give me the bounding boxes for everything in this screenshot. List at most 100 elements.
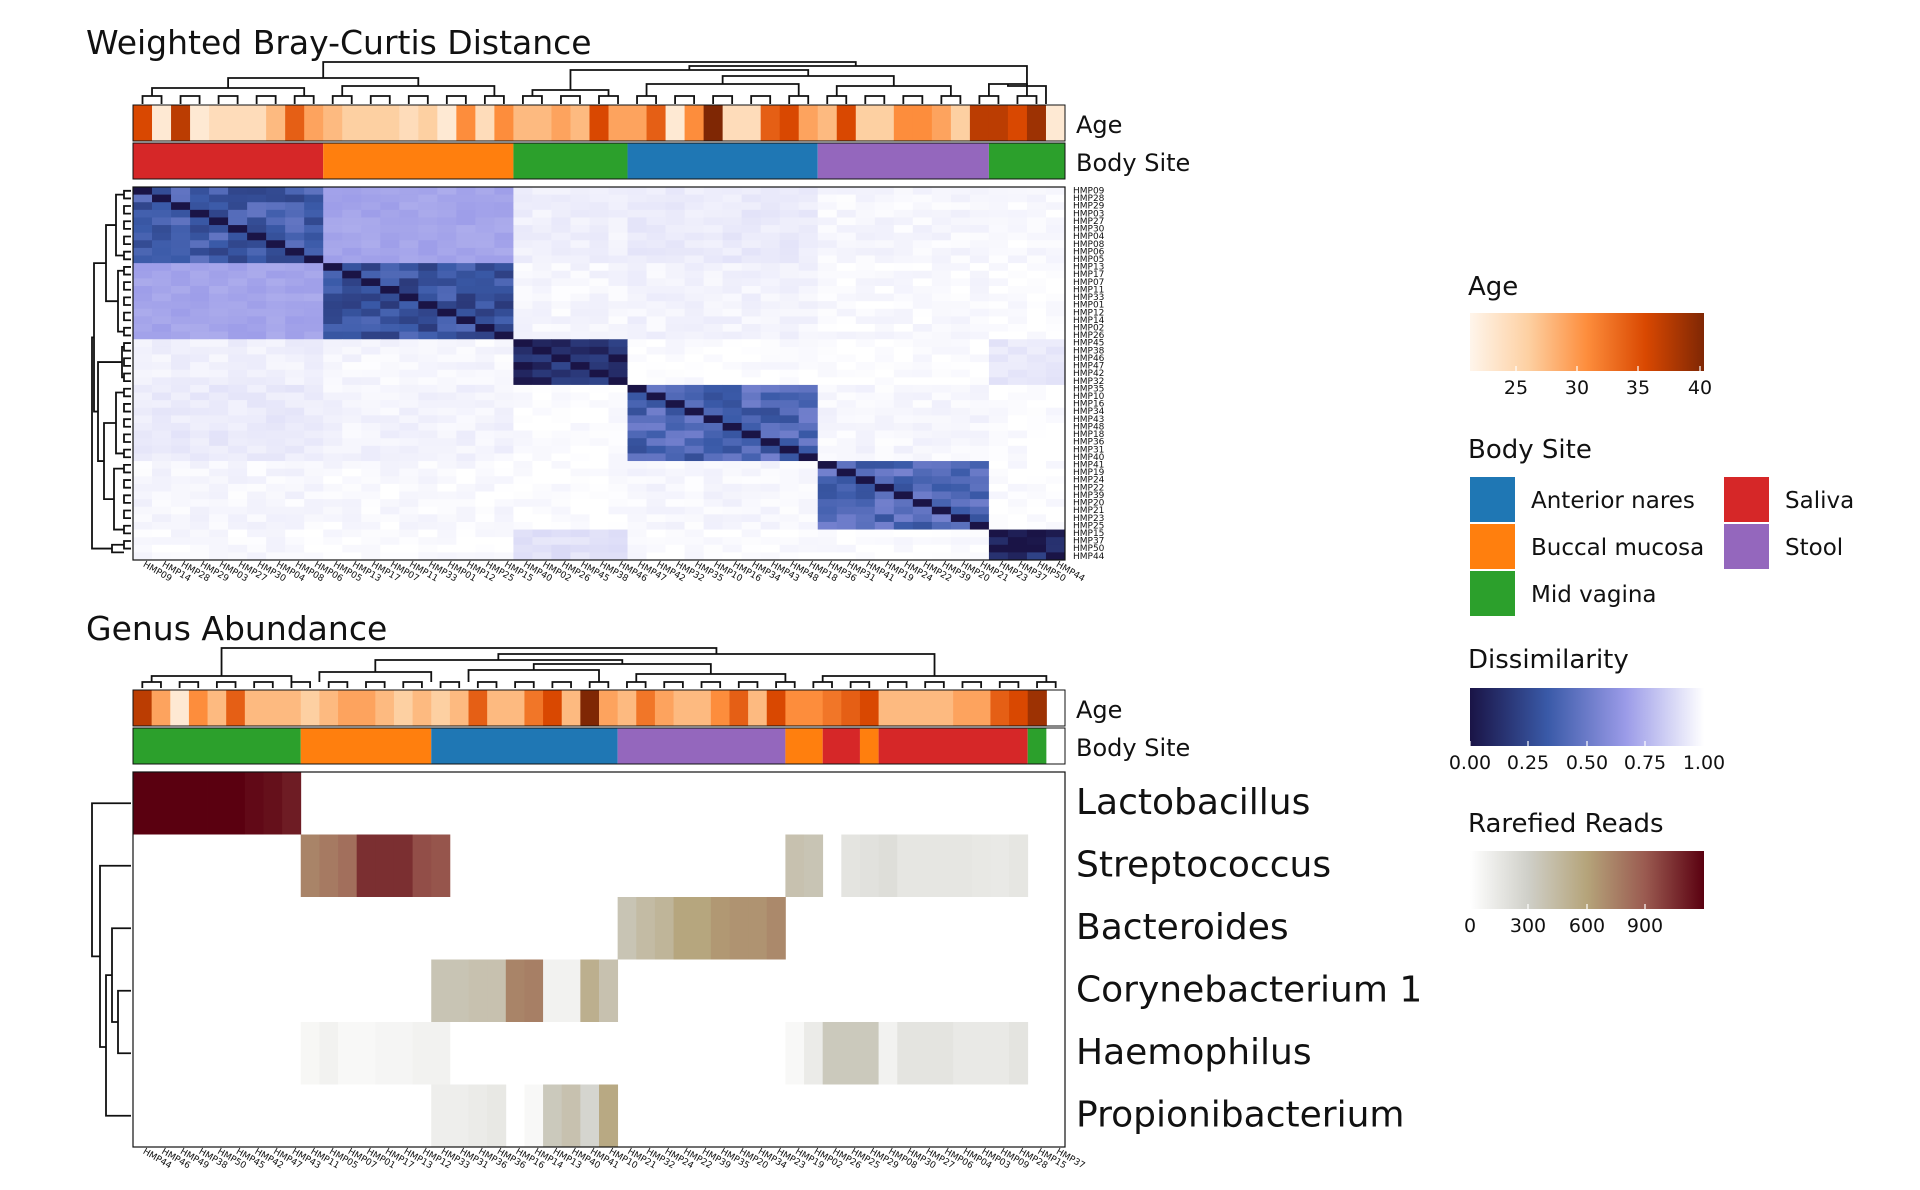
distance-cell [133,301,153,310]
distance-cell [361,438,381,447]
distance-cell [1007,438,1028,447]
distance-cell [323,552,343,561]
top-age-cell [304,105,324,141]
distance-cell [684,415,705,424]
bottom-age-cell [133,690,153,726]
bottom-age-border [132,689,1066,727]
abundance-cell [766,897,786,960]
distance-cell [304,354,324,363]
distance-cell [285,240,305,249]
abundance-cell [431,834,451,897]
distance-cell [589,263,609,272]
top-dendro-branch [331,95,353,104]
distance-cell [513,270,533,279]
distance-cell [665,430,685,439]
distance-cell [760,194,781,203]
distance-cell [855,407,876,416]
distance-cell [589,324,609,333]
distance-cell [399,285,419,294]
distance-cell [722,476,743,485]
distance-cell [532,194,552,203]
distance-cell [1007,521,1028,530]
abundance-cell [188,772,208,835]
distance-cell [399,209,419,218]
distance-cell [722,384,743,393]
abundance-cell [244,772,264,835]
top-row-label: HMP37 [1073,537,1104,547]
distance-cell [133,209,153,218]
distance-cell [969,491,990,500]
distance-cell [475,209,495,218]
distance-cell [323,308,343,317]
distance-cell [912,240,933,249]
distance-cell [798,400,819,409]
distance-cell [152,354,172,363]
distance-cell [950,324,971,333]
distance-cell [608,400,628,409]
distance-cell [475,529,495,538]
distance-cell [779,225,800,234]
distance-cell [893,225,914,234]
distance-cell [779,369,800,378]
distance-cell [418,392,438,401]
distance-cell [171,430,191,439]
distance-cell [361,308,381,317]
distance-cell [798,270,819,279]
distance-cell [874,468,895,477]
distance-cell [608,445,628,454]
distance-cell [760,354,781,363]
distance-cell [741,552,762,561]
abundance-heatmap [132,771,1066,1148]
distance-cell [361,278,381,287]
bottom-dendro-branch [215,681,237,688]
distance-cell [171,202,191,211]
distance-cell [950,362,971,371]
distance-cell [570,324,590,333]
distance-cell [1045,445,1066,454]
dissimilarity-legend: Dissimilarity 0.00 0.25 0.50 0.75 1.00 [1449,645,1725,774]
distance-cell [171,392,191,401]
distance-cell [893,209,914,218]
distance-cell [285,247,305,256]
distance-cell [456,491,476,500]
distance-cell [836,301,857,310]
distance-cell [589,491,609,500]
distance-cell [969,331,990,340]
distance-cell [817,544,838,553]
distance-cell [494,544,514,553]
distance-cell [209,514,229,523]
distance-cell [665,422,685,431]
top-row-label: HMP06 [1073,247,1105,257]
distance-cell [152,331,172,340]
distance-cell [684,278,705,287]
distance-cell [988,278,1009,287]
distance-cell [665,362,685,371]
distance-cell [1045,430,1066,439]
abundance-cell [599,959,619,1022]
distance-cell [456,202,476,211]
top-age-cell [190,105,210,141]
distance-cell [950,415,971,424]
distance-cell [912,529,933,538]
abundance-cell [449,959,469,1022]
distance-cell [703,468,724,477]
bottom-age-cell [1009,690,1029,726]
distance-cell [1007,407,1028,416]
distance-cell [608,453,628,462]
distance-cell [855,537,876,546]
distance-cell [627,293,647,302]
distance-cell [722,392,743,401]
distance-cell [893,422,914,431]
distance-cell [228,499,248,508]
distance-cell [646,285,666,294]
distance-cell [779,362,800,371]
distance-cell [1007,331,1028,340]
distance-cell [513,202,533,211]
abundance-cell [990,834,1010,897]
distance-cell [627,316,647,325]
distance-cell [570,384,590,393]
distance-cell [133,255,153,264]
distance-cell [152,369,172,378]
top-site-segment [988,143,1065,179]
top-row-label: HMP12 [1073,308,1104,318]
